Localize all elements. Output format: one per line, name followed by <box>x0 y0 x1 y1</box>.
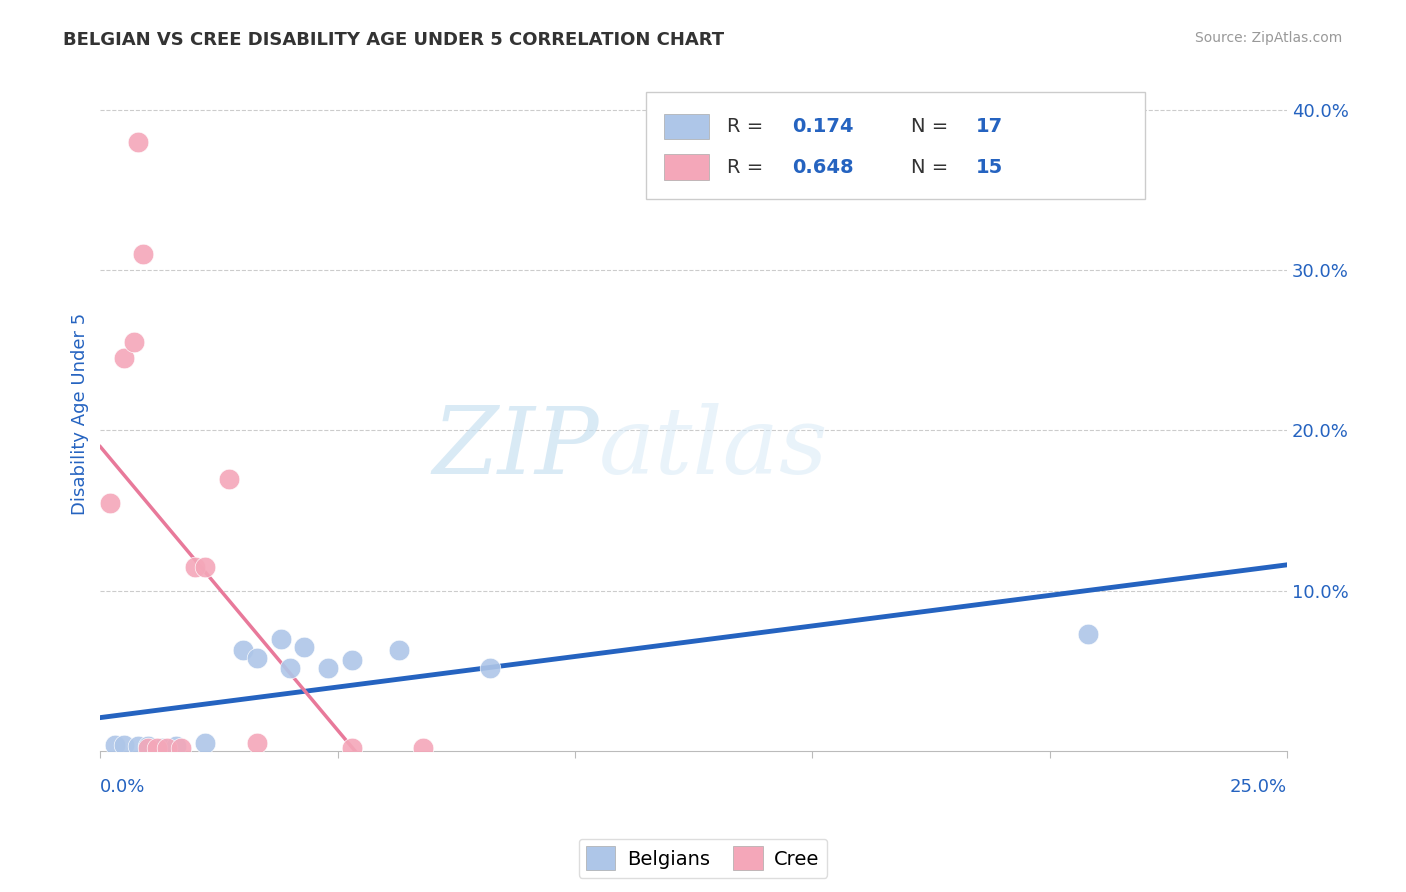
Point <box>246 736 269 750</box>
Point <box>316 661 339 675</box>
Text: 0.648: 0.648 <box>792 158 853 177</box>
Text: N =: N = <box>911 117 955 136</box>
Point <box>294 640 316 654</box>
Point <box>278 661 301 675</box>
Text: 0.0%: 0.0% <box>100 778 146 797</box>
Bar <box>664 154 709 180</box>
Text: 25.0%: 25.0% <box>1230 778 1286 797</box>
Text: BELGIAN VS CREE DISABILITY AGE UNDER 5 CORRELATION CHART: BELGIAN VS CREE DISABILITY AGE UNDER 5 C… <box>63 31 724 49</box>
Y-axis label: Disability Age Under 5: Disability Age Under 5 <box>72 313 89 516</box>
Point <box>136 741 159 756</box>
Point <box>270 632 292 646</box>
Point <box>194 736 217 750</box>
Point <box>194 559 217 574</box>
Point <box>1077 627 1099 641</box>
Point <box>218 471 240 485</box>
Point <box>122 335 145 350</box>
Text: 17: 17 <box>976 117 1004 136</box>
Point <box>98 495 121 509</box>
Bar <box>664 114 709 139</box>
Point <box>412 741 434 756</box>
Point <box>127 739 149 754</box>
Text: 0.174: 0.174 <box>792 117 853 136</box>
Text: Source: ZipAtlas.com: Source: ZipAtlas.com <box>1195 31 1343 45</box>
Text: R =: R = <box>727 158 769 177</box>
Legend: Belgians, Cree: Belgians, Cree <box>578 838 828 878</box>
Point <box>112 351 135 366</box>
Point <box>150 741 173 756</box>
Point <box>340 653 363 667</box>
Point <box>112 738 135 752</box>
Point <box>388 643 411 657</box>
Text: N =: N = <box>911 158 955 177</box>
Point <box>170 741 193 756</box>
Point <box>478 661 501 675</box>
Point <box>146 741 169 756</box>
Point <box>232 643 254 657</box>
Point <box>136 739 159 754</box>
Point <box>104 738 127 752</box>
Point <box>340 741 363 756</box>
Bar <box>647 92 1144 199</box>
Text: atlas: atlas <box>599 403 828 493</box>
Point <box>184 559 207 574</box>
Point <box>246 651 269 665</box>
Text: ZIP: ZIP <box>432 403 599 493</box>
Point <box>132 247 155 261</box>
Point <box>127 135 149 149</box>
Point <box>165 739 187 754</box>
Text: 15: 15 <box>976 158 1004 177</box>
Text: R =: R = <box>727 117 769 136</box>
Point <box>156 741 179 756</box>
